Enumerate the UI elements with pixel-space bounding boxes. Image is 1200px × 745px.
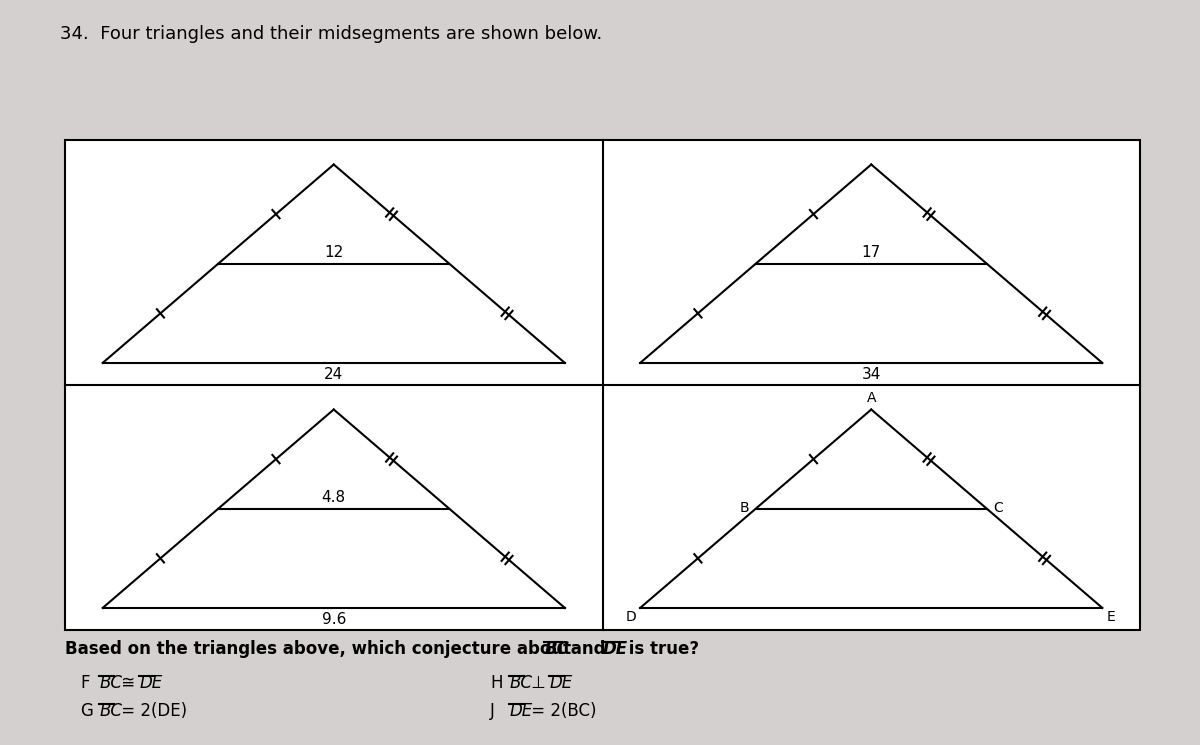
Text: DE: DE: [140, 674, 163, 692]
Text: = 2(DE): = 2(DE): [116, 702, 187, 720]
Text: C: C: [992, 501, 1002, 515]
Text: and: and: [565, 640, 611, 658]
Text: BC: BC: [100, 674, 124, 692]
Text: 4.8: 4.8: [322, 489, 346, 504]
FancyBboxPatch shape: [65, 140, 1140, 630]
Text: 17: 17: [862, 244, 881, 260]
Text: 9.6: 9.6: [322, 612, 346, 627]
Text: Based on the triangles above, which conjecture about: Based on the triangles above, which conj…: [65, 640, 577, 658]
Text: J: J: [490, 702, 494, 720]
Text: ⊥: ⊥: [526, 674, 551, 692]
Text: DE: DE: [510, 702, 533, 720]
Text: H: H: [490, 674, 503, 692]
Text: is true?: is true?: [623, 640, 700, 658]
Text: BC: BC: [545, 640, 570, 658]
Text: E: E: [1106, 610, 1115, 624]
Text: = 2(BC): = 2(BC): [526, 702, 596, 720]
Text: 24: 24: [324, 367, 343, 382]
Text: BC: BC: [510, 674, 533, 692]
Text: 34: 34: [862, 367, 881, 382]
Text: BC: BC: [100, 702, 124, 720]
Text: G: G: [80, 702, 92, 720]
Text: 12: 12: [324, 244, 343, 260]
Text: 34.  Four triangles and their midsegments are shown below.: 34. Four triangles and their midsegments…: [60, 25, 602, 43]
Text: A: A: [866, 392, 876, 405]
Text: DE: DE: [604, 640, 628, 658]
Text: DE: DE: [550, 674, 574, 692]
Text: F: F: [80, 674, 90, 692]
Text: ≅: ≅: [116, 674, 140, 692]
Text: D: D: [625, 610, 636, 624]
Text: B: B: [740, 501, 750, 515]
